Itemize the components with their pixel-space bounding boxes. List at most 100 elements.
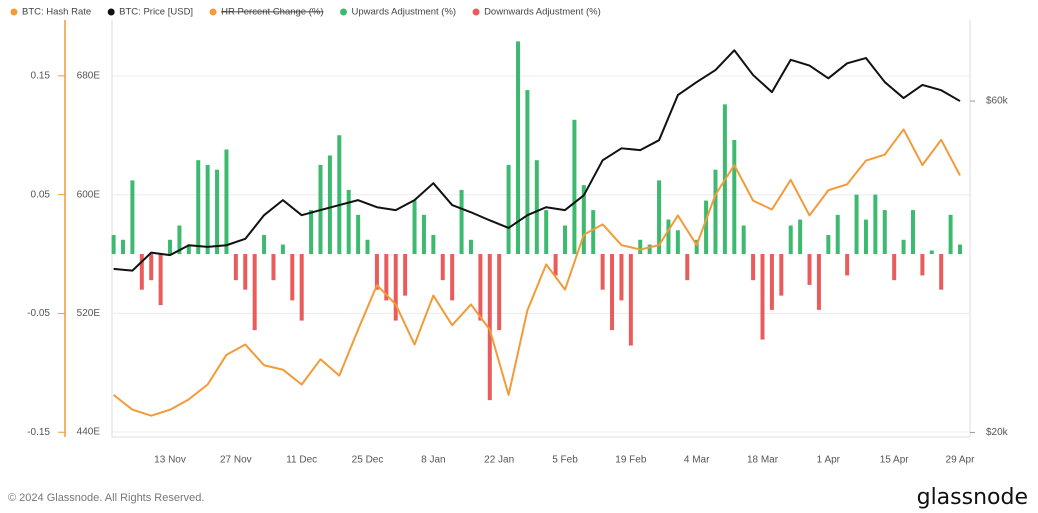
bar [130, 180, 135, 255]
bar [186, 244, 191, 255]
legend-dot [472, 8, 480, 16]
y2-tick-label: 520E [77, 308, 101, 319]
bar [826, 235, 831, 255]
bar [121, 239, 126, 255]
bar [525, 90, 530, 255]
y-tick-label: -0.15 [27, 427, 50, 438]
bar [233, 254, 238, 281]
bar [694, 239, 699, 255]
bar [393, 254, 398, 321]
x-tick-label: 29 Apr [946, 455, 976, 466]
bar [882, 210, 887, 255]
bar [327, 155, 332, 255]
x-tick-label: 11 Dec [286, 455, 317, 466]
bar [487, 254, 492, 401]
y-tick-label: 0.05 [31, 189, 51, 200]
bar [788, 225, 793, 255]
bar [713, 169, 718, 255]
legend-dot [107, 8, 115, 16]
x-tick-label: 8 Jan [421, 455, 445, 466]
bar [168, 239, 173, 255]
legend-dot [10, 8, 18, 16]
bar [262, 235, 267, 255]
y2-tick-label: 600E [77, 189, 101, 200]
bar [873, 194, 878, 255]
legend-label: HR Percent Change (%) [221, 7, 323, 18]
bar [299, 254, 304, 321]
bar [732, 139, 737, 255]
bar [450, 254, 455, 301]
bar [779, 254, 784, 296]
bar [901, 239, 906, 255]
bar [421, 214, 426, 255]
x-tick-label: 27 Nov [220, 455, 252, 466]
line [112, 128, 961, 417]
bar [816, 254, 821, 310]
bar [807, 254, 812, 285]
bar [280, 244, 285, 255]
bar [252, 254, 257, 331]
legend-label: Upwards Adjustment (%) [352, 7, 457, 18]
bar [685, 254, 690, 281]
bar [497, 254, 502, 331]
bar [374, 254, 379, 290]
bar [958, 244, 962, 255]
bar [929, 250, 934, 255]
bar [553, 254, 558, 276]
bar [205, 164, 210, 255]
y-tick-label: 0.15 [31, 70, 51, 81]
line [113, 49, 961, 272]
bar [149, 254, 154, 281]
legend-label: BTC: Price [USD] [119, 7, 193, 18]
bar [591, 210, 596, 255]
logo: glassnode [917, 485, 1028, 510]
bar [337, 135, 342, 255]
bar [892, 254, 897, 281]
bar [647, 244, 652, 255]
bar [309, 210, 314, 255]
bar [863, 219, 868, 255]
bar [459, 189, 464, 255]
bar [506, 164, 511, 255]
bar [139, 254, 144, 290]
bar [638, 239, 643, 255]
bar [440, 254, 445, 281]
x-tick-label: 19 Feb [615, 455, 647, 466]
bar [835, 214, 840, 255]
legend-label: BTC: Hash Rate [22, 7, 91, 18]
bar [412, 200, 417, 255]
bar [675, 230, 680, 255]
bar [798, 219, 803, 255]
bar [224, 149, 229, 255]
x-tick-label: 1 Apr [817, 455, 841, 466]
bar [948, 214, 953, 255]
bar [610, 254, 615, 331]
x-tick-label: 5 Feb [552, 455, 578, 466]
y3-tick-label: $20k [986, 427, 1009, 438]
bar [939, 254, 944, 290]
bar [290, 254, 295, 301]
bar [741, 225, 746, 255]
bar [600, 254, 605, 290]
x-tick-label: 22 Jan [484, 455, 514, 466]
bar [365, 239, 370, 255]
y3-tick-label: $60k [986, 96, 1009, 107]
bar [619, 254, 624, 301]
bar [572, 119, 577, 255]
bar [346, 189, 351, 255]
bar [111, 235, 116, 255]
bar [478, 254, 483, 321]
y2-tick-label: 440E [77, 427, 101, 438]
bar [910, 210, 915, 255]
bar [271, 254, 276, 281]
bar [920, 254, 925, 276]
bar [628, 254, 633, 346]
bar [704, 200, 709, 255]
bar [657, 180, 662, 255]
bar [468, 239, 473, 255]
bar [158, 254, 163, 306]
bar [431, 235, 436, 255]
x-tick-label: 25 Dec [352, 455, 384, 466]
legend-dot [209, 8, 217, 16]
